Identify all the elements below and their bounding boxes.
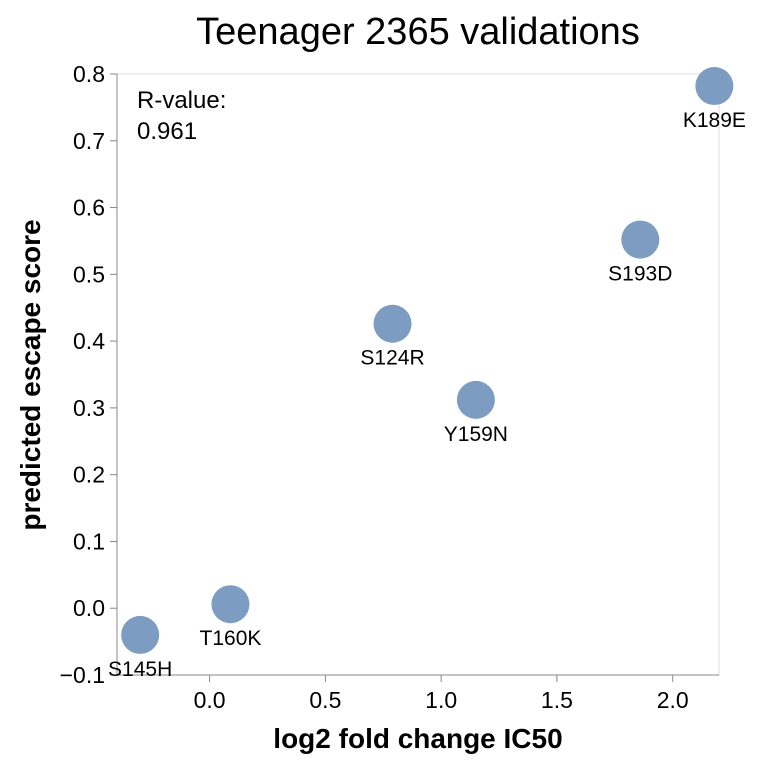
y-tick-label: 0.5 (73, 261, 105, 287)
chart-title: Teenager 2365 validations (196, 11, 640, 53)
y-tick-label: 0.3 (73, 395, 105, 421)
y-tick-label: 0.8 (73, 61, 105, 87)
point-label-s145h: S145H (108, 658, 172, 681)
data-points: K189E S193D S124R Y159N T160K S145H (108, 67, 746, 681)
point-label-t160k: T160K (200, 627, 262, 650)
y-tick-label: 0.7 (73, 128, 105, 154)
y-tick-label: 0.2 (73, 462, 105, 488)
point-label-s124r: S124R (360, 347, 424, 370)
y-axis-title: predicted escape score (15, 219, 46, 530)
x-axis-title: log2 fold change IC50 (273, 723, 562, 754)
x-tick-label: 0.0 (194, 687, 226, 713)
y-tick-label: 0.0 (73, 595, 105, 621)
point-label-k189e: K189E (683, 109, 746, 132)
plot-frame (116, 73, 720, 676)
y-tick-label: 0.6 (73, 195, 105, 221)
data-point-y159n (456, 380, 495, 419)
point-label-y159n: Y159N (444, 423, 508, 446)
y-tick-label: 0.1 (73, 528, 105, 554)
x-tick-label: 0.5 (309, 687, 341, 713)
x-tick-label: 1.5 (541, 687, 573, 713)
y-axis-ticks: −0.1 0.0 0.1 0.2 0.3 0.4 0.5 0.6 0.7 0.8 (60, 61, 117, 688)
r-value-label: R-value: (137, 87, 226, 114)
data-point-k189e (695, 67, 734, 106)
data-point-s124r (373, 304, 412, 343)
data-point-s145h (121, 615, 160, 654)
r-value-number: 0.961 (137, 118, 197, 145)
y-tick-label: 0.4 (73, 328, 105, 354)
y-tick-label: −0.1 (60, 662, 105, 688)
point-label-s193d: S193D (608, 263, 672, 286)
x-axis-ticks: 0.0 0.5 1.0 1.5 2.0 (194, 675, 689, 713)
data-point-t160k (211, 585, 250, 624)
x-tick-label: 1.0 (425, 687, 457, 713)
data-point-s193d (621, 220, 660, 259)
x-tick-label: 2.0 (657, 687, 689, 713)
